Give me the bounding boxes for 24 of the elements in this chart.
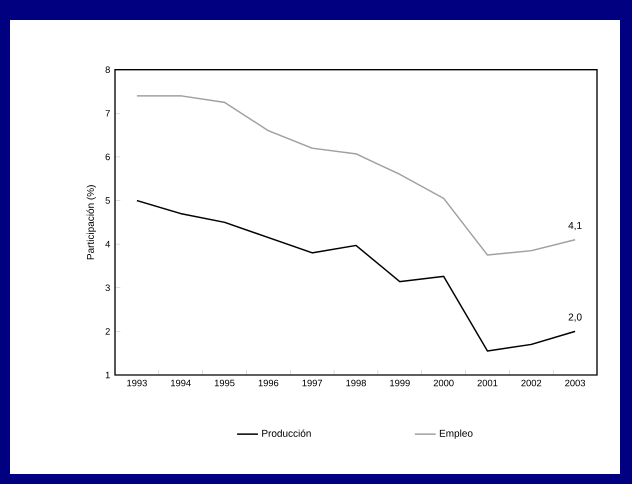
x-tick-label: 1998 <box>346 380 366 386</box>
x-tick-label: 2000 <box>434 380 454 386</box>
annotation: 4,1 <box>568 222 582 230</box>
x-tick-label: 1997 <box>302 380 322 386</box>
y-tick-label: 4 <box>105 240 110 248</box>
y-axis-title: Participación (%) <box>86 185 96 260</box>
x-tick-label: 1995 <box>214 380 235 386</box>
legend-label: Empleo <box>440 430 473 439</box>
x-tick-label: 2002 <box>521 380 542 386</box>
x-tick-label: 1994 <box>171 380 191 386</box>
y-tick-label: 7 <box>106 110 110 116</box>
y-tick-label: 3 <box>105 284 110 292</box>
x-tick-label: 2003 <box>565 380 586 386</box>
y-tick-label: 2 <box>106 328 110 335</box>
legend-label: Producción <box>262 429 311 437</box>
y-tick-label: 1 <box>106 372 110 378</box>
x-tick-label: 1996 <box>258 380 278 386</box>
y-tick-label: 6 <box>106 154 110 160</box>
annotation: 2,0 <box>568 314 582 322</box>
x-tick-label: 2001 <box>478 380 498 386</box>
y-tick-label: 8 <box>106 66 110 73</box>
x-tick-label: 1993 <box>127 380 147 386</box>
x-tick-label: 1999 <box>390 380 410 386</box>
y-tick-label: 5 <box>105 197 110 204</box>
